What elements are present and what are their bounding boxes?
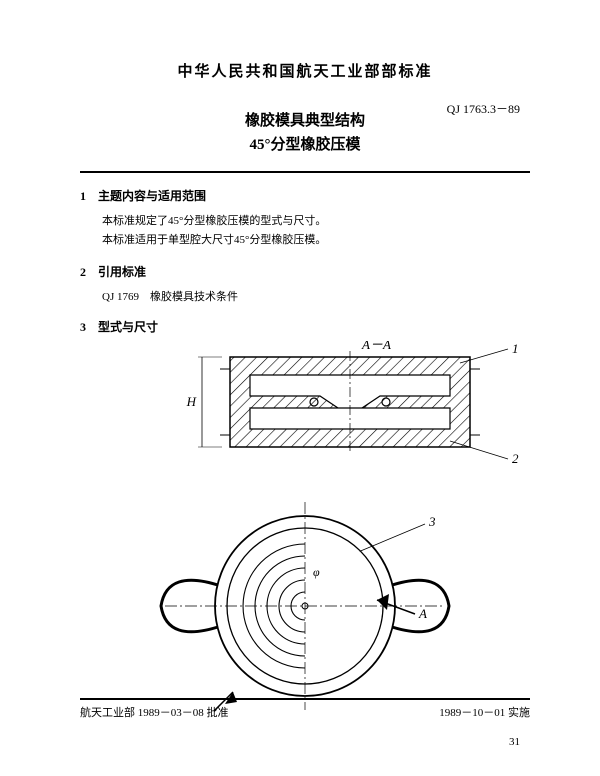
- svg-text:2: 2: [512, 451, 519, 466]
- section-1-body: 本标准规定了45°分型橡胶压模的型式与尺寸。 本标准适用于单型腔大尺寸45°分型…: [102, 212, 530, 249]
- section-1-num: 1: [80, 189, 86, 203]
- svg-text:A－A: A－A: [361, 341, 391, 352]
- section-1-heading: 1 主题内容与适用范围: [80, 187, 530, 204]
- svg-text:φ: φ: [313, 565, 320, 579]
- section-3-title: 型式与尺寸: [98, 320, 158, 334]
- title-line-2: 45°分型橡胶压模: [80, 133, 530, 157]
- section-3-num: 3: [80, 320, 86, 334]
- svg-text:3: 3: [428, 514, 436, 529]
- svg-text:A: A: [418, 606, 427, 621]
- section-3: 3 型式与尺寸: [80, 318, 530, 335]
- page-number: 31: [509, 736, 520, 748]
- section-2-heading: 2 引用标准: [80, 263, 530, 280]
- technical-diagram: A－AH12φAA3: [80, 341, 530, 716]
- footer-effective: 1989－10－01 实施: [439, 704, 530, 720]
- section-1-para2: 本标准适用于单型腔大尺寸45°分型橡胶压模。: [102, 231, 530, 250]
- org-name: 中华人民共和国航天工业部部标准: [80, 60, 530, 81]
- title-rule: [80, 171, 530, 173]
- svg-text:1: 1: [512, 341, 519, 356]
- section-1-para1: 本标准规定了45°分型橡胶压模的型式与尺寸。: [102, 212, 530, 231]
- section-2-ref: QJ 1769 橡胶模具技术条件: [102, 288, 530, 304]
- section-2-title: 引用标准: [98, 265, 146, 279]
- section-1-title: 主题内容与适用范围: [98, 189, 206, 203]
- footer-approval: 航天工业部 1989－03－08 批准: [80, 704, 229, 720]
- standard-code: QJ 1763.3－89: [447, 100, 520, 117]
- footer: 航天工业部 1989－03－08 批准 1989－10－01 实施: [80, 698, 530, 720]
- section-2-num: 2: [80, 265, 86, 279]
- section-2: 2 引用标准 QJ 1769 橡胶模具技术条件: [80, 263, 530, 304]
- section-3-heading: 3 型式与尺寸: [80, 318, 530, 335]
- diagram-svg: A－AH12φAA3: [80, 341, 530, 711]
- svg-text:H: H: [186, 394, 197, 409]
- section-1: 1 主题内容与适用范围 本标准规定了45°分型橡胶压模的型式与尺寸。 本标准适用…: [80, 187, 530, 249]
